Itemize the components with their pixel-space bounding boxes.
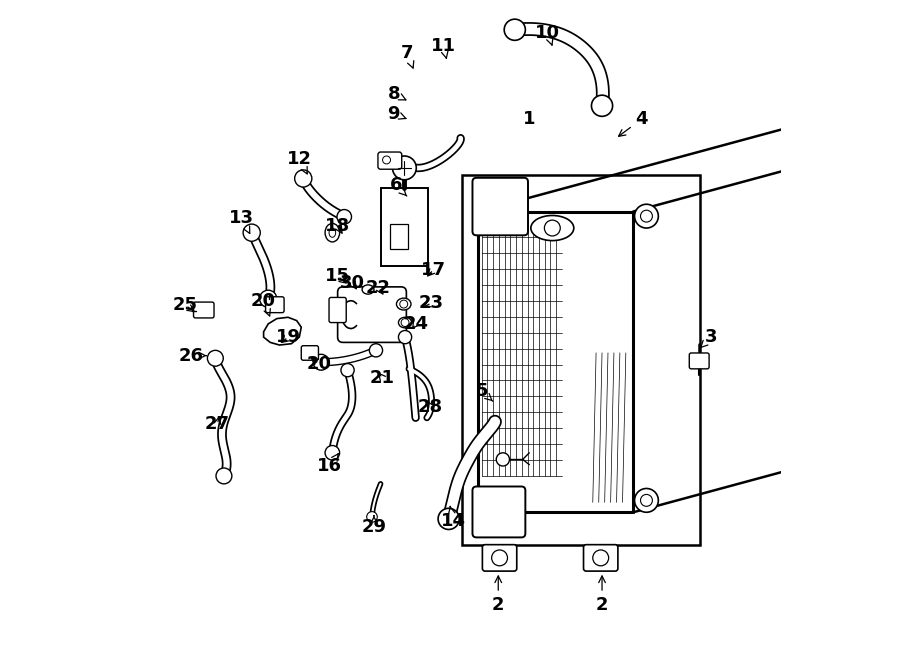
- Text: 22: 22: [366, 278, 392, 297]
- Circle shape: [641, 210, 652, 222]
- Circle shape: [243, 224, 260, 241]
- Ellipse shape: [399, 317, 411, 328]
- Circle shape: [496, 453, 509, 466]
- Text: 20: 20: [251, 292, 276, 316]
- Bar: [390, 224, 409, 249]
- Text: 1: 1: [523, 110, 536, 128]
- Text: 2: 2: [492, 576, 505, 614]
- Circle shape: [382, 156, 391, 164]
- Circle shape: [207, 350, 223, 366]
- Ellipse shape: [531, 215, 574, 241]
- Bar: [381, 188, 428, 266]
- Text: 25: 25: [173, 296, 198, 315]
- Text: 28: 28: [418, 397, 443, 416]
- Circle shape: [400, 300, 408, 308]
- Circle shape: [341, 364, 355, 377]
- Text: 19: 19: [275, 328, 301, 346]
- Text: 12: 12: [287, 149, 311, 174]
- Circle shape: [634, 488, 658, 512]
- Text: 18: 18: [325, 217, 350, 235]
- Text: 11: 11: [431, 37, 456, 58]
- Text: 4: 4: [618, 110, 648, 136]
- FancyBboxPatch shape: [472, 486, 526, 537]
- Circle shape: [491, 550, 508, 566]
- Text: 24: 24: [403, 315, 428, 333]
- Text: 27: 27: [205, 415, 230, 434]
- Text: 26: 26: [178, 346, 206, 365]
- Polygon shape: [264, 317, 302, 345]
- Circle shape: [399, 330, 411, 344]
- Text: 7: 7: [400, 44, 414, 68]
- Circle shape: [593, 550, 608, 566]
- Circle shape: [438, 508, 459, 529]
- Ellipse shape: [397, 298, 411, 310]
- Text: 6: 6: [390, 176, 407, 196]
- Text: 30: 30: [339, 274, 365, 292]
- Circle shape: [337, 210, 352, 224]
- FancyBboxPatch shape: [583, 545, 618, 571]
- Text: 13: 13: [230, 209, 255, 233]
- Circle shape: [591, 95, 613, 116]
- Text: 17: 17: [421, 260, 446, 279]
- Circle shape: [392, 156, 417, 180]
- Text: 21: 21: [370, 369, 395, 387]
- Circle shape: [641, 494, 652, 506]
- FancyBboxPatch shape: [338, 287, 407, 342]
- Text: 20: 20: [307, 354, 331, 373]
- Circle shape: [325, 446, 339, 460]
- Bar: [462, 175, 700, 545]
- Text: 15: 15: [325, 267, 350, 286]
- Circle shape: [401, 319, 409, 327]
- Text: 16: 16: [317, 453, 342, 475]
- Text: 14: 14: [441, 506, 466, 530]
- Circle shape: [313, 354, 329, 370]
- FancyBboxPatch shape: [194, 302, 214, 318]
- Ellipse shape: [362, 285, 374, 294]
- Text: 23: 23: [419, 293, 444, 312]
- Text: 2: 2: [596, 576, 608, 614]
- Text: 10: 10: [536, 24, 561, 45]
- Circle shape: [259, 290, 277, 307]
- FancyBboxPatch shape: [329, 297, 346, 323]
- Circle shape: [544, 220, 561, 236]
- Text: 9: 9: [388, 104, 406, 123]
- Circle shape: [634, 204, 658, 228]
- FancyBboxPatch shape: [302, 346, 319, 360]
- Text: 29: 29: [362, 516, 386, 537]
- Circle shape: [366, 512, 377, 522]
- Text: 8: 8: [388, 85, 406, 103]
- FancyBboxPatch shape: [689, 353, 709, 369]
- Ellipse shape: [329, 228, 336, 237]
- FancyBboxPatch shape: [378, 152, 401, 169]
- Text: 5: 5: [475, 382, 493, 401]
- Circle shape: [369, 344, 382, 357]
- FancyBboxPatch shape: [266, 297, 284, 313]
- Text: 3: 3: [700, 328, 717, 348]
- Circle shape: [216, 468, 232, 484]
- Circle shape: [294, 170, 312, 187]
- Circle shape: [504, 19, 526, 40]
- Ellipse shape: [325, 223, 339, 242]
- FancyBboxPatch shape: [472, 178, 528, 235]
- FancyBboxPatch shape: [482, 545, 517, 571]
